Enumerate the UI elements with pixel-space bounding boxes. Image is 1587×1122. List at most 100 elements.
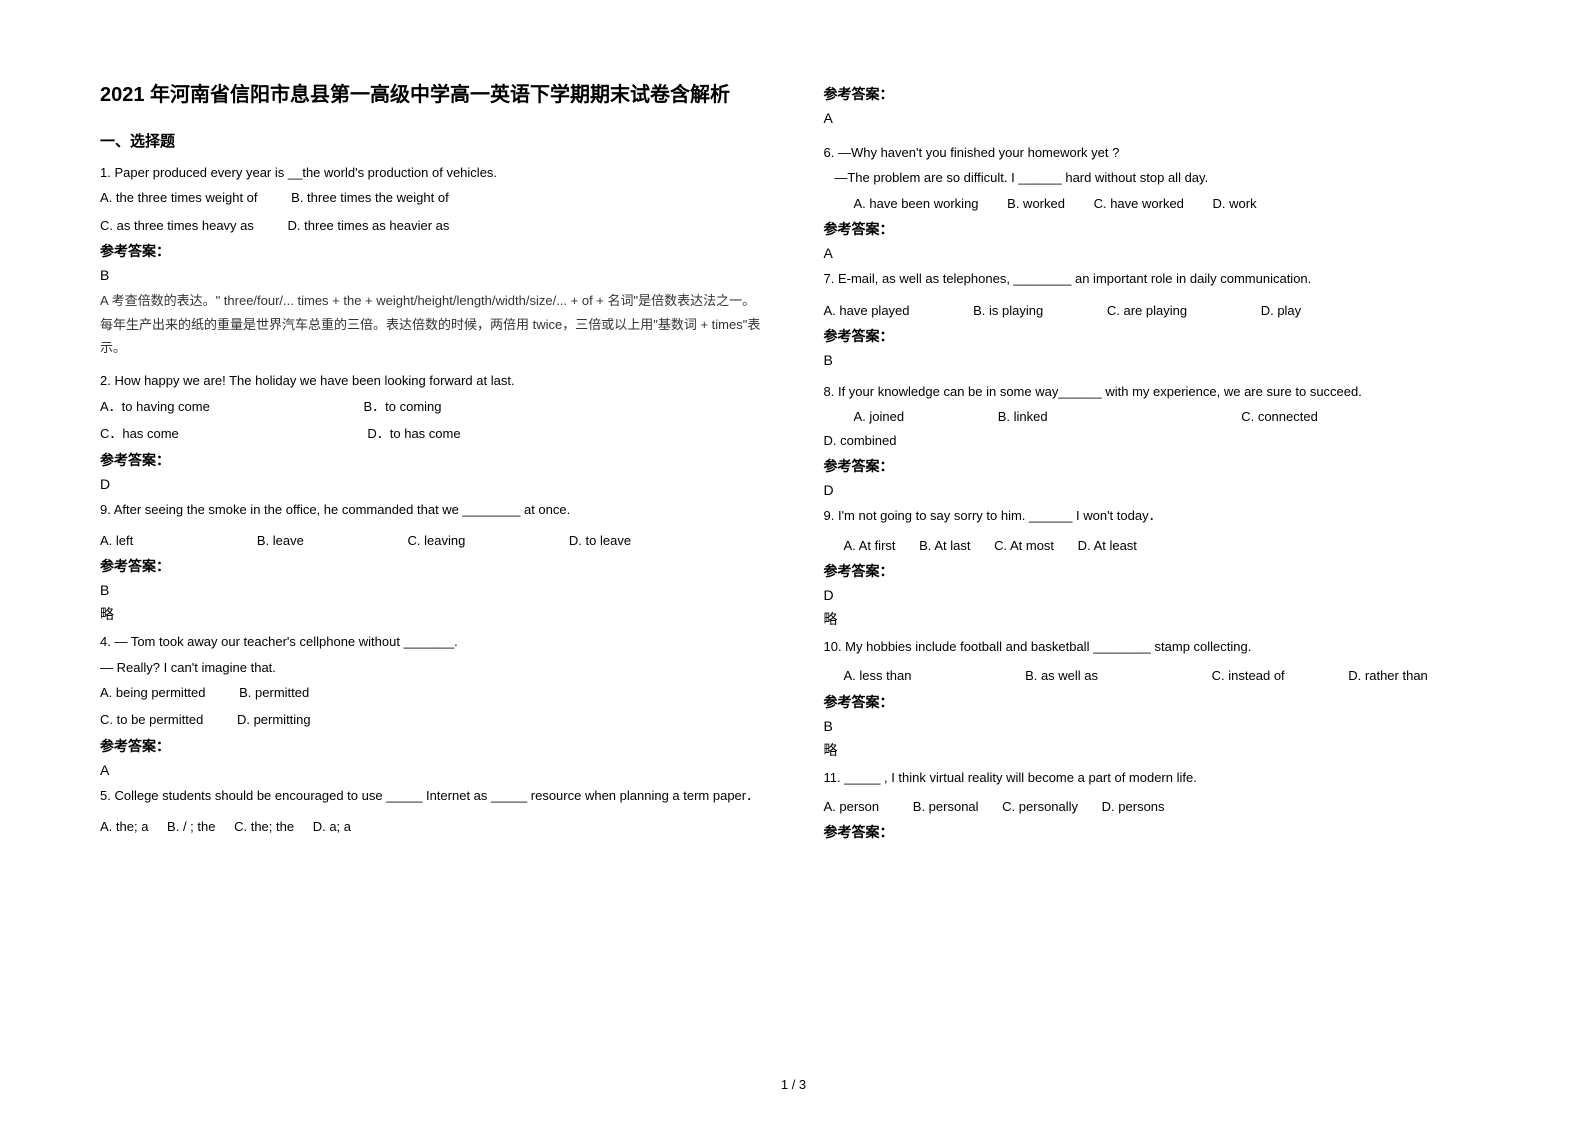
q9-optC: C. At most: [994, 534, 1054, 557]
q3-optD: D. to leave: [569, 529, 631, 552]
q2-optC: C．has come: [100, 422, 179, 445]
q10-optD: D. rather than: [1348, 664, 1428, 687]
q2-optB: B．to coming: [363, 395, 441, 418]
q1-options-row1: A. the three times weight of B. three ti…: [100, 186, 764, 209]
q4-optA: A. being permitted: [100, 681, 206, 704]
q5-text: 5. College students should be encouraged…: [100, 784, 764, 807]
q9-optA: A. At first: [844, 534, 896, 557]
left-column: 2021 年河南省信阳市息县第一高级中学高一英语下学期期末试卷含解析 一、选择题…: [100, 80, 764, 848]
q4-options-row2: C. to be permitted D. permitting: [100, 708, 764, 731]
q9-options: A. At first B. At last C. At most D. At …: [824, 534, 1488, 557]
q1-explanation: A 考查倍数的表达。" three/four/... times + the +…: [100, 289, 764, 359]
q7-optB: B. is playing: [973, 299, 1043, 322]
question-11: 11. _____ , I think virtual reality will…: [824, 766, 1488, 819]
question-3: 9. After seeing the smoke in the office,…: [100, 498, 764, 553]
document-title: 2021 年河南省信阳市息县第一高级中学高一英语下学期期末试卷含解析: [100, 80, 764, 110]
q3-answer-label: 参考答案：: [100, 556, 764, 576]
q7-answer-label: 参考答案：: [824, 326, 1488, 346]
q3-optB: B. leave: [257, 529, 304, 552]
q3-options: A. left B. leave C. leaving D. to leave: [100, 529, 764, 552]
q6-text: 6. —Why haven't you finished your homewo…: [824, 141, 1488, 164]
q5-optA: A. the; a: [100, 815, 148, 838]
q9-brief: 略: [824, 609, 1488, 629]
question-8: 8. If your knowledge can be in some way_…: [824, 380, 1488, 452]
q8-optD: D. combined: [824, 429, 897, 452]
q9-answer: D: [824, 587, 1488, 603]
q8-options: A. joined B. linked C. connected D. comb…: [824, 405, 1488, 452]
q5-answer-label: 参考答案：: [824, 84, 1488, 104]
q6-optC: C. have worked: [1094, 192, 1184, 215]
q10-answer-label: 参考答案：: [824, 692, 1488, 712]
q5-optD: D. a; a: [313, 815, 351, 838]
q1-answer: B: [100, 267, 764, 283]
q10-optC: C. instead of: [1212, 664, 1285, 687]
q7-answer: B: [824, 352, 1488, 368]
q6-answer: A: [824, 245, 1488, 261]
q11-answer-label: 参考答案：: [824, 822, 1488, 842]
q10-brief: 略: [824, 740, 1488, 760]
q3-optC: C. leaving: [407, 529, 465, 552]
q6-optA: A. have been working: [854, 192, 979, 215]
q1-optD: D. three times as heavier as: [288, 214, 450, 237]
q6-optB: B. worked: [1007, 192, 1065, 215]
q3-answer: B: [100, 582, 764, 598]
q6-optD: D. work: [1213, 192, 1257, 215]
q7-text: 7. E-mail, as well as telephones, ______…: [824, 267, 1488, 290]
q4-optC: C. to be permitted: [100, 708, 203, 731]
q10-answer: B: [824, 718, 1488, 734]
q11-text: 11. _____ , I think virtual reality will…: [824, 766, 1488, 789]
q8-optA: A. joined: [854, 405, 905, 428]
q2-answer: D: [100, 476, 764, 492]
q7-options: A. have played B. is playing C. are play…: [824, 299, 1488, 322]
q2-answer-label: 参考答案：: [100, 450, 764, 470]
q6-answer-label: 参考答案：: [824, 219, 1488, 239]
q11-optD: D. persons: [1102, 795, 1165, 818]
q7-optA: A. have played: [824, 299, 910, 322]
q5-options: A. the; a B. / ; the C. the; the D. a; a: [100, 815, 764, 838]
page-container: 2021 年河南省信阳市息县第一高级中学高一英语下学期期末试卷含解析 一、选择题…: [100, 80, 1487, 848]
q4-text: 4. — Tom took away our teacher's cellpho…: [100, 630, 764, 653]
q10-optA: A. less than: [844, 664, 912, 687]
q9-optB: B. At last: [919, 534, 970, 557]
question-10: 10. My hobbies include football and bask…: [824, 635, 1488, 688]
q4-answer: A: [100, 762, 764, 778]
q6-text2: —The problem are so difficult. I ______ …: [824, 166, 1488, 189]
q2-optA: A．to having come: [100, 395, 210, 418]
q9-optD: D. At least: [1078, 534, 1137, 557]
q5-answer: A: [824, 110, 1488, 126]
section-header: 一、选择题: [100, 130, 764, 151]
question-2: 2. How happy we are! The holiday we have…: [100, 369, 764, 445]
q4-options-row1: A. being permitted B. permitted: [100, 681, 764, 704]
q1-optB: B. three times the weight of: [291, 186, 449, 209]
page-footer: 1 / 3: [781, 1077, 806, 1092]
q11-optB: B. personal: [913, 795, 979, 818]
q8-optC: C. connected: [1241, 405, 1318, 428]
q10-text: 10. My hobbies include football and bask…: [824, 635, 1488, 658]
q4-answer-label: 参考答案：: [100, 736, 764, 756]
right-column: 参考答案： A 6. —Why haven't you finished you…: [824, 80, 1488, 848]
q2-text: 2. How happy we are! The holiday we have…: [100, 369, 764, 392]
q5-optB: B. / ; the: [167, 815, 215, 838]
q4-text2: — Really? I can't imagine that.: [100, 656, 764, 679]
q8-text: 8. If your knowledge can be in some way_…: [824, 380, 1488, 403]
q10-optB: B. as well as: [1025, 664, 1098, 687]
q4-optD: D. permitting: [237, 708, 311, 731]
q6-options: A. have been working B. worked C. have w…: [824, 192, 1488, 215]
question-7: 7. E-mail, as well as telephones, ______…: [824, 267, 1488, 322]
question-6: 6. —Why haven't you finished your homewo…: [824, 141, 1488, 215]
q4-optB: B. permitted: [239, 681, 309, 704]
q11-optA: A. person: [824, 795, 880, 818]
q3-brief: 略: [100, 604, 764, 624]
q3-text: 9. After seeing the smoke in the office,…: [100, 498, 764, 521]
question-4: 4. — Tom took away our teacher's cellpho…: [100, 630, 764, 732]
q1-text: 1. Paper produced every year is __the wo…: [100, 161, 764, 184]
q7-optC: C. are playing: [1107, 299, 1187, 322]
q8-answer-label: 参考答案：: [824, 456, 1488, 476]
q2-options-row1: A．to having come B．to coming: [100, 395, 764, 418]
q11-options: A. person B. personal C. personally D. p…: [824, 795, 1488, 818]
q2-optD: D．to has come: [367, 422, 460, 445]
question-5: 5. College students should be encouraged…: [100, 784, 764, 839]
question-9: 9. I'm not going to say sorry to him. __…: [824, 504, 1488, 557]
q1-options-row2: C. as three times heavy as D. three time…: [100, 214, 764, 237]
question-1: 1. Paper produced every year is __the wo…: [100, 161, 764, 237]
